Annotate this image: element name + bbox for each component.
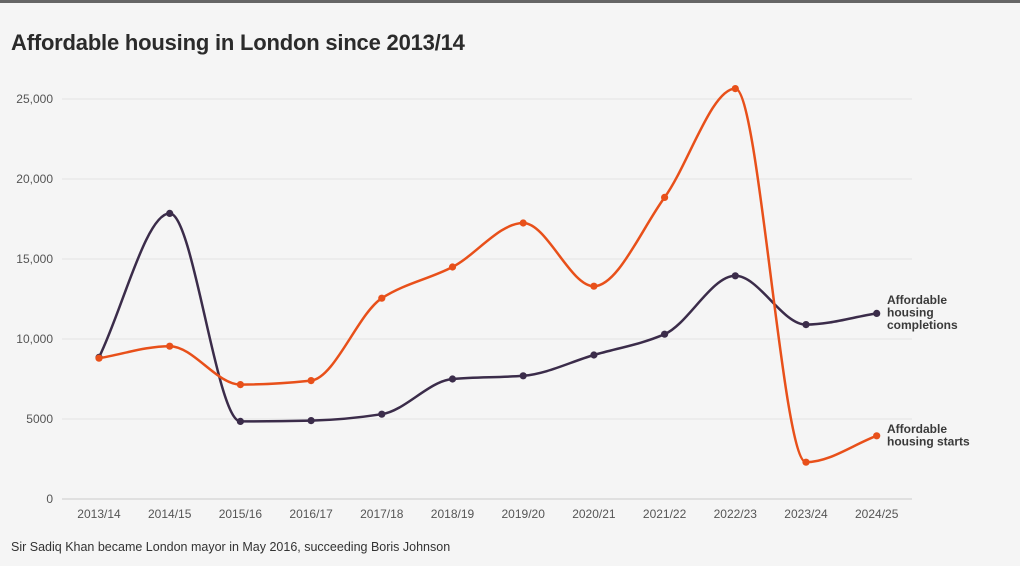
point-starts [661,193,669,201]
point-starts [448,263,457,271]
point-completions [802,321,810,329]
y-tick-label: 15,000 [16,252,53,266]
y-tick-label: 0 [46,492,53,506]
y-tick-label: 5000 [26,412,53,426]
point-completions [590,351,598,359]
series-label-starts: Affordable housing starts [887,422,970,449]
x-tick-label: 2022/23 [714,507,758,521]
x-tick-label: 2020/21 [572,507,616,521]
y-tick-label: 25,000 [16,92,53,106]
point-completions [661,330,669,338]
point-starts [590,282,598,290]
point-completions [378,410,386,418]
point-completions [519,372,527,380]
point-completions [731,272,739,280]
footnote: Sir Sadiq Khan became London mayor in Ma… [11,540,451,554]
point-starts [95,354,103,362]
x-tick-label: 2024/25 [855,507,899,521]
x-tick-label: 2014/15 [148,507,192,521]
point-starts [166,342,174,350]
point-starts [378,294,386,302]
point-starts [873,432,881,440]
point-completions [448,375,457,383]
x-tick-label: 2019/20 [502,507,546,521]
x-tick-label: 2017/18 [360,507,404,521]
chart-title: Affordable housing in London since 2013/… [11,30,465,55]
point-starts [731,85,739,93]
x-tick-label: 2023/24 [784,507,828,521]
x-tick-label: 2021/22 [643,507,687,521]
point-starts [236,381,244,389]
series-line-starts [97,87,878,464]
series-line-completions [97,212,878,423]
x-tick-label: 2016/17 [289,507,333,521]
point-starts [307,377,315,385]
point-completions [873,309,881,317]
point-completions [166,209,174,217]
top-rule [0,0,1020,3]
point-completions [236,417,244,425]
x-tick-label: 2018/19 [431,507,475,521]
point-starts [519,219,527,227]
y-tick-label: 20,000 [16,172,53,186]
y-tick-label: 10,000 [16,332,53,346]
point-completions [307,417,315,425]
series-label-completions: Affordable housing completions [887,293,958,332]
x-tick-label: 2013/14 [77,507,121,521]
x-tick-label: 2015/16 [219,507,263,521]
point-starts [802,458,810,466]
